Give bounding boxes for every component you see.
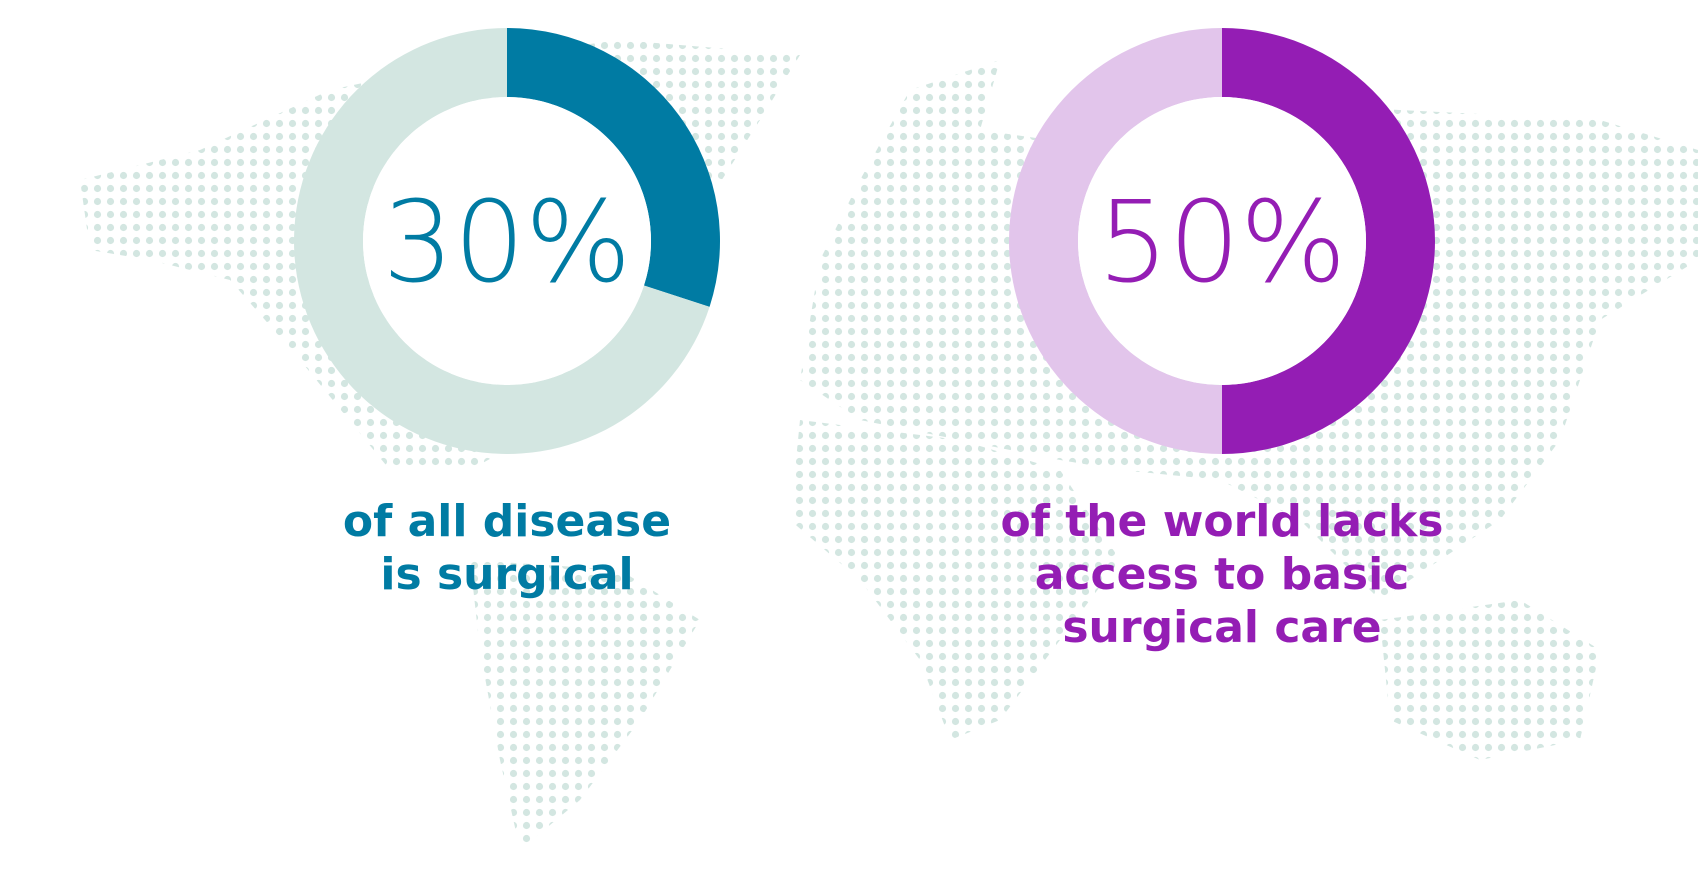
- caption-line: of the world lacks: [1001, 496, 1444, 547]
- caption-line: surgical care: [1062, 602, 1381, 653]
- donut-segment: [1009, 28, 1222, 454]
- caption-line: access to basic: [1035, 549, 1410, 600]
- donut-segment: [294, 28, 710, 454]
- donut-hole: [1078, 97, 1366, 385]
- value-label: 30%: [383, 178, 632, 308]
- donut-segment: [1222, 28, 1435, 454]
- caption-line: is surgical: [380, 549, 633, 600]
- donut-segment: [507, 28, 720, 307]
- caption-line: of all disease: [343, 496, 671, 547]
- donut-hole: [363, 97, 651, 385]
- value-label: 50%: [1098, 178, 1347, 308]
